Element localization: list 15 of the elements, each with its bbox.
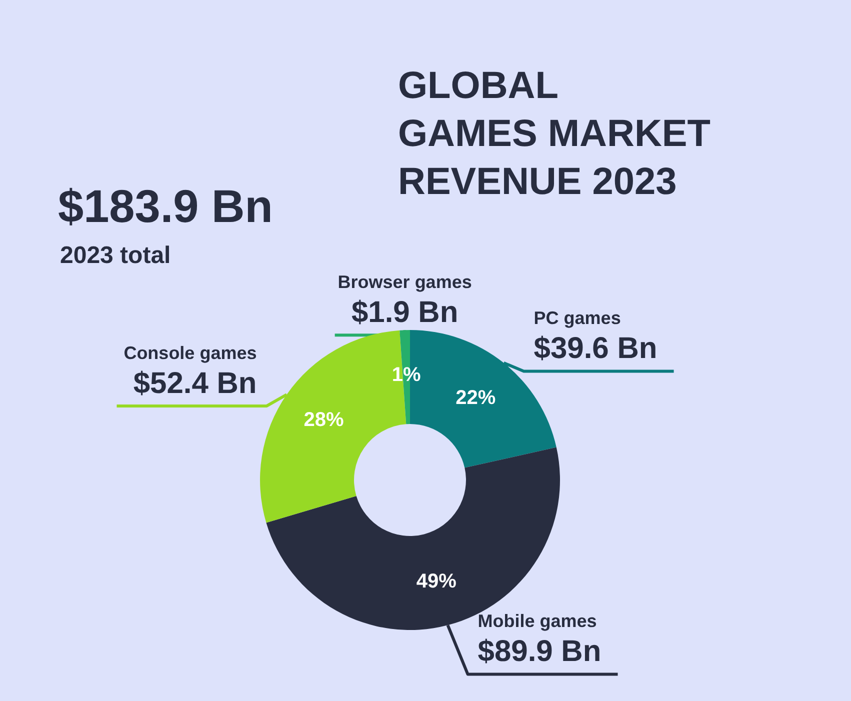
data-label: 1%	[392, 364, 422, 386]
slice-label: Console games	[124, 342, 257, 363]
text: $39.6 Bn	[534, 332, 658, 366]
chart-title: GLOBAL GAMES MARKET REVENUE 2023	[398, 65, 710, 203]
slice-label: Browser games	[338, 272, 472, 292]
chart-subtitle: $183.9 Bn	[58, 180, 273, 232]
slice-label: PC games	[534, 308, 621, 328]
slice-label: Mobile games	[478, 611, 597, 632]
data-label: 49%	[416, 570, 457, 593]
text: $1.9 Bn	[351, 296, 458, 330]
data-label: 22%	[456, 387, 496, 410]
text: $89.9 Bn	[478, 635, 602, 668]
text: 2023 total	[60, 242, 171, 269]
text: $52.4 Bn	[133, 366, 257, 400]
data-label: 28%	[304, 409, 344, 432]
